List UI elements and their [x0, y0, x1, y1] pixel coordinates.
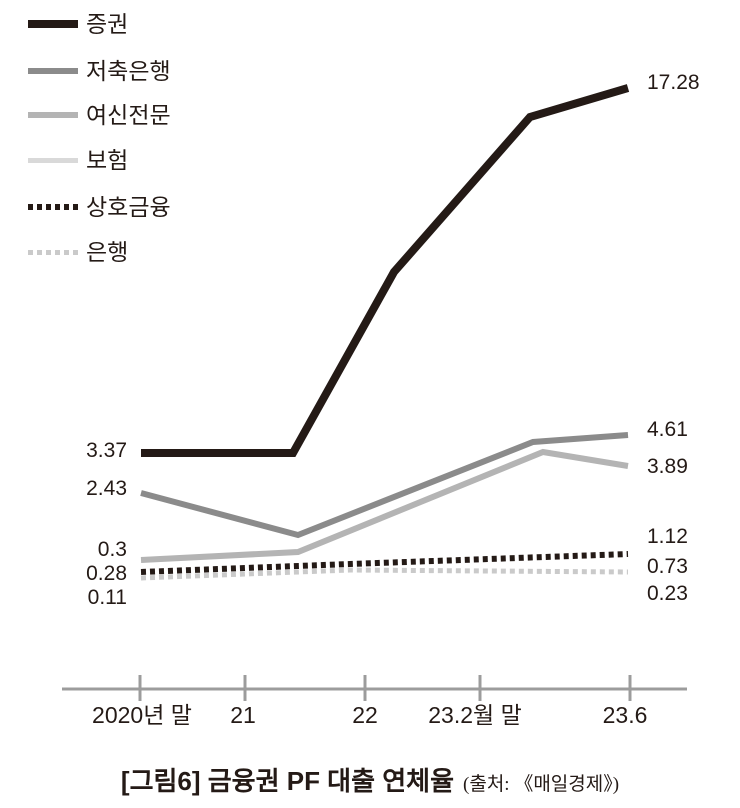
- caption-title: [그림6] 금융권 PF 대출 연체율: [120, 766, 455, 796]
- end-value-label: 0.73: [647, 555, 688, 578]
- x-axis-tick-label-3: 23.2월 말: [428, 702, 522, 728]
- x-axis-tick-label-4: 23.6: [602, 702, 648, 728]
- legend-item-securities: 증권: [28, 9, 128, 39]
- start-value-label: 3.37: [86, 439, 127, 462]
- series-line-credit-finance: [140, 448, 629, 563]
- caption-source: (출처: 《매일경제》): [463, 774, 620, 795]
- legend-label-bank: 은행: [86, 239, 129, 265]
- legend-label-credit-finance: 여신전문: [86, 102, 171, 128]
- end-value-label: 1.12: [647, 525, 688, 548]
- x-axis-tick-label-0: 2020년 말: [92, 702, 192, 728]
- series-line-mutual-finance: [140, 551, 629, 575]
- end-value-label: 3.89: [647, 455, 688, 478]
- legend-item-savings-bank: 저축은행: [28, 56, 171, 86]
- legend-item-bank: 은행: [28, 237, 128, 267]
- legend-swatch-solid-line-icon: [28, 157, 78, 163]
- legend-item-credit-finance: 여신전문: [28, 100, 171, 130]
- x-axis-tick-label-1: 21: [230, 702, 256, 728]
- legend-label-mutual-finance: 상호금융: [86, 194, 171, 220]
- x-axis-tick-label-2: 22: [352, 702, 378, 728]
- legend-swatch-solid-line-icon: [28, 112, 78, 118]
- legend-swatch-dotted-line-icon: [28, 249, 78, 255]
- legend-item-mutual-finance: 상호금융: [28, 192, 171, 222]
- end-value-label: 17.28: [647, 71, 700, 94]
- legend-swatch-solid-line-icon: [28, 20, 78, 28]
- legend-label-savings-bank: 저축은행: [86, 58, 171, 84]
- legend-swatch-solid-line-icon: [28, 68, 78, 74]
- series-line-bank: [140, 567, 629, 581]
- start-value-label: 0.3: [97, 538, 127, 561]
- start-value-label: 0.28: [86, 562, 127, 585]
- start-value-label: 2.43: [86, 477, 127, 500]
- legend-label-securities: 증권: [86, 11, 129, 37]
- end-value-label: 0.23: [647, 582, 688, 605]
- legend-label-insurance: 보험: [86, 147, 129, 173]
- legend-item-insurance: 보험: [28, 145, 128, 175]
- end-value-label: 4.61: [647, 418, 688, 441]
- series-line-savings-bank: [140, 432, 629, 539]
- figure-caption: [그림6] 금융권 PF 대출 연체율 (출처: 《매일경제》): [0, 761, 740, 798]
- series-line-securities: [141, 84, 630, 457]
- legend-swatch-dotted-line-icon: [28, 204, 78, 210]
- start-value-label: 0.11: [87, 586, 127, 609]
